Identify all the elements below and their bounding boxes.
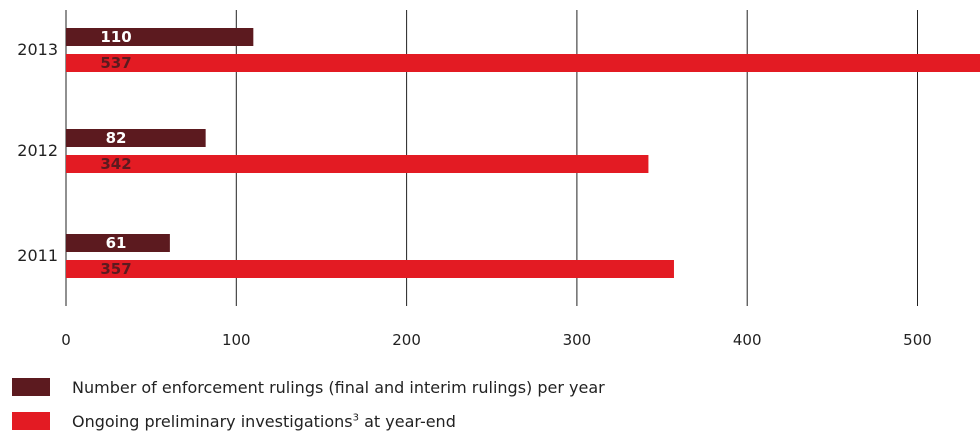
category-label-2011: 2011 <box>17 246 58 265</box>
x-tick-label-100: 100 <box>222 331 251 349</box>
footnote-marker: 3 <box>352 412 360 424</box>
bar-value-label-2011-series-1: 61 <box>106 234 127 252</box>
legend-label-preliminary-investigations: Ongoing preliminary investigations3 at y… <box>72 412 456 431</box>
bar-2012-series-1 <box>66 129 206 147</box>
legend-swatch-enforcement-rulings <box>12 378 50 396</box>
bar-value-label-2012-series-1: 82 <box>106 129 127 147</box>
x-tick-label-400: 400 <box>733 331 762 349</box>
category-label-2012: 2012 <box>17 141 58 160</box>
bar-2013-series-1 <box>66 28 254 46</box>
bar-value-label-2012-series-2: 342 <box>100 155 131 173</box>
bars: 110 537 82 342 61 357 <box>66 28 980 278</box>
x-tick-label-0: 0 <box>61 331 71 349</box>
x-tick-label-300: 300 <box>563 331 592 349</box>
legend-label-main: Ongoing preliminary investigations <box>72 411 353 431</box>
legend-label-suffix: at year-end <box>359 411 456 431</box>
bar-2011-series-1 <box>66 234 170 252</box>
legend-item-enforcement-rulings: Number of enforcement rulings (final and… <box>12 372 605 402</box>
bar-2011-series-2 <box>66 260 674 278</box>
bar-value-label-2011-series-2: 357 <box>100 260 131 278</box>
legend-swatch-preliminary-investigations <box>12 412 50 430</box>
bar-value-label-2013-series-1: 110 <box>100 28 131 46</box>
bar-2012-series-2 <box>66 155 649 173</box>
legend-label-enforcement-rulings: Number of enforcement rulings (final and… <box>72 377 605 397</box>
x-axis-ticks: 0 100 200 300 400 500 <box>61 331 932 349</box>
x-tick-label-200: 200 <box>392 331 421 349</box>
legend-item-preliminary-investigations: Ongoing preliminary investigations3 at y… <box>12 406 605 436</box>
bar-value-label-2013-series-2: 537 <box>100 54 131 72</box>
legend: Number of enforcement rulings (final and… <box>12 372 605 440</box>
category-label-2013: 2013 <box>17 40 58 59</box>
y-axis-categories: 2013 2012 2011 <box>17 40 58 265</box>
bar-2013-series-2 <box>66 54 980 72</box>
x-tick-label-500: 500 <box>903 331 932 349</box>
